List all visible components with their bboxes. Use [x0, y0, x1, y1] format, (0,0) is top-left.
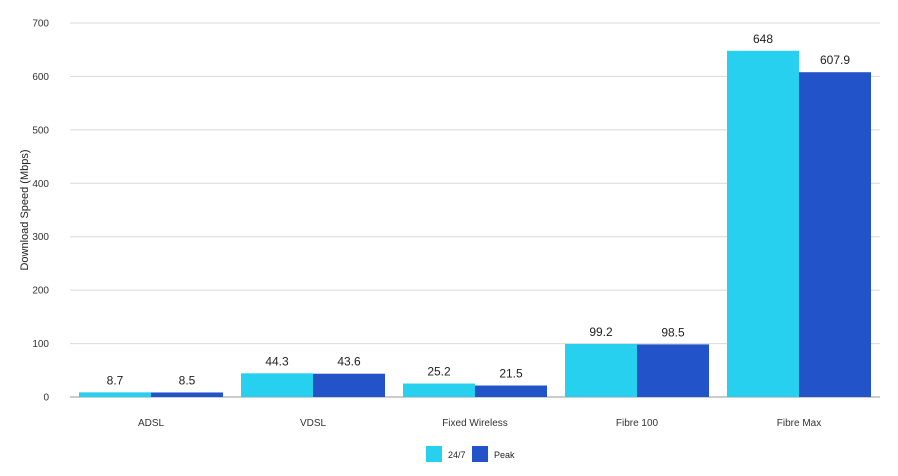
y-tick-label: 100: [32, 339, 49, 350]
legend-label: 24/7: [448, 450, 466, 460]
bar-24-7: [241, 373, 313, 397]
bars: [79, 51, 871, 397]
y-tick-label: 400: [32, 179, 49, 190]
data-label: 8.5: [179, 373, 196, 387]
bar-24-7: [403, 384, 475, 397]
bar-24-7: [565, 344, 637, 397]
bar-peak: [151, 392, 223, 397]
x-tick-label: Fibre Max: [777, 418, 821, 429]
y-axis-title: Download Speed (Mbps): [19, 149, 31, 270]
y-tick-label: 200: [32, 286, 49, 297]
bar-24-7: [79, 392, 151, 397]
data-label: 44.3: [265, 354, 289, 368]
data-label: 607.9: [820, 53, 850, 67]
bar-peak: [475, 386, 547, 397]
data-label: 21.5: [499, 367, 523, 381]
x-tick-label: VDSL: [300, 418, 327, 429]
data-label: 43.6: [337, 355, 361, 369]
bar-peak: [313, 374, 385, 397]
y-tick-label: 500: [32, 125, 49, 136]
data-label: 648: [753, 32, 773, 46]
x-tick-label: ADSL: [138, 418, 165, 429]
bar-peak: [637, 344, 709, 397]
y-tick-label: 0: [43, 393, 49, 404]
data-label: 25.2: [427, 365, 451, 379]
legend-label: Peak: [494, 450, 515, 460]
data-label: 8.7: [107, 373, 124, 387]
data-label: 99.2: [589, 325, 613, 339]
bar-peak: [799, 72, 871, 397]
x-tick-label: Fibre 100: [616, 418, 659, 429]
legend-swatch: [426, 446, 442, 462]
y-tick-label: 700: [32, 19, 49, 30]
x-tick-label: Fixed Wireless: [442, 418, 508, 429]
bar-24-7: [727, 51, 799, 397]
y-tick-label: 300: [32, 232, 49, 243]
legend-swatch: [472, 446, 488, 462]
legend: 24/7 Peak: [426, 446, 515, 462]
y-tick-label: 600: [32, 72, 49, 83]
data-label: 98.5: [661, 325, 685, 339]
